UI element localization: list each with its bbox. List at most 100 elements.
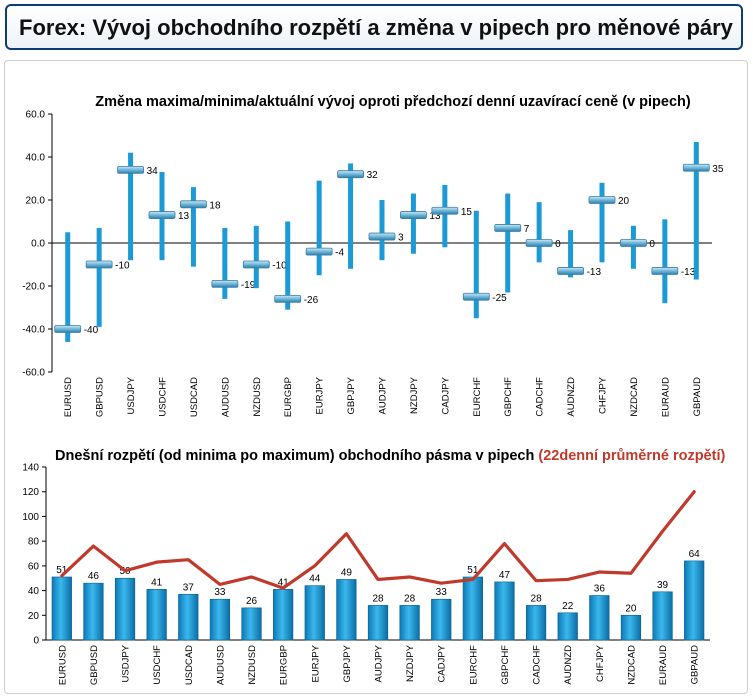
chart1-category-label: GBPAUD [692, 377, 703, 417]
chart1-category-label: CHFJPY [598, 376, 609, 414]
chart1-category-label: AUDUSD [220, 377, 231, 417]
chart2-bar [241, 607, 262, 641]
chart1-range-bar [662, 219, 668, 304]
chart1-range-bar [505, 193, 511, 293]
chart1-data-label: 0 [649, 239, 655, 250]
chart1-range-bar [568, 230, 574, 278]
chart2-category-label: EURGBP [279, 645, 290, 685]
chart2-bar [620, 614, 642, 641]
chart2-y-tick-label: 140 [22, 463, 39, 474]
chart2-bar [304, 585, 325, 641]
chart1-data-label: 20 [618, 196, 630, 207]
chart2-y-tick-label: 120 [22, 487, 39, 498]
chart2-data-label: 46 [88, 571, 100, 582]
chart2-category-label: CADCHF [532, 645, 543, 685]
chart2-category-label: GBPJPY [342, 644, 353, 682]
chart1-range-bar [348, 163, 354, 269]
chart2-bar [399, 605, 420, 641]
chart1-current-marker [242, 260, 270, 269]
chart1-current-marker [588, 196, 616, 204]
chart1-y-tick-label: 20.0 [26, 196, 46, 207]
chart1-range-bar [536, 202, 542, 263]
chart2-data-label: 26 [246, 596, 258, 607]
chart2-y-tick-label: 100 [22, 512, 39, 523]
chart2-category-label: EURAUD [658, 645, 669, 685]
chart2-title-red-text: (22denní průměrné rozpětí) [538, 448, 725, 464]
chart1-current-marker [620, 239, 647, 247]
chart1-category-label: GBPJPY [346, 376, 357, 414]
chart2-category-label: AUDNZD [563, 645, 574, 685]
chart1-range-bar [473, 210, 479, 319]
chart2-category-label: NZDCAD [626, 645, 637, 685]
chart1-title: Změna maxima/minima/aktuální vývoj oprot… [95, 94, 691, 110]
chart1-range-bar [285, 221, 291, 310]
page-title: Forex: Vývoj obchodního rozpětí a změna … [19, 15, 733, 40]
chart2-data-label: 47 [499, 570, 511, 581]
chart2-bar [114, 577, 136, 641]
chart2-data-label: 20 [625, 603, 637, 614]
chart1-category-label: NZDJPY [409, 376, 420, 414]
chart1-category-label: NZDUSD [252, 377, 263, 417]
chart1-y-tick-label: -20.0 [22, 282, 45, 293]
chart1-data-label: 13 [178, 211, 190, 222]
chart2-bar [652, 591, 673, 641]
chart1-plot: 60.040.020.00.0-20.0-40.0-60.0-40EURUSD-… [22, 110, 724, 418]
chart1-range-bar [316, 180, 322, 276]
chart1-data-label: 7 [524, 224, 530, 235]
chart2-bar [83, 582, 104, 641]
chart1-current-marker [400, 211, 427, 219]
chart2-data-label: 51 [56, 565, 68, 576]
chart1-data-label: -4 [335, 248, 344, 259]
chart1-category-label: EURJPY [315, 376, 326, 414]
chart2-bar [51, 576, 72, 641]
chart2-bar [462, 576, 483, 641]
chart1-data-label: -13 [587, 267, 602, 278]
chart1-current-marker [431, 206, 459, 215]
chart1-y-tick-label: -60.0 [22, 368, 45, 379]
chart1-category-label: GBPCHF [503, 377, 514, 417]
chart1-y-tick-label: 40.0 [26, 153, 46, 164]
chart1-category-label: CADJPY [440, 376, 451, 414]
chart2-category-label: USDJPY [121, 644, 132, 682]
chart1-data-label: 32 [367, 170, 379, 181]
chart1-current-marker [305, 247, 333, 256]
chart1-category-label: USDCAD [189, 377, 200, 417]
chart2-bar [431, 598, 452, 641]
chart2-data-label: 28 [531, 593, 543, 604]
chart2-bar [557, 612, 578, 641]
chart1-category-label: CADCHF [535, 377, 546, 417]
chart1-category-label: EURAUD [660, 377, 671, 417]
chart1-current-marker [274, 294, 302, 303]
chart1-current-marker [525, 239, 553, 247]
chart1-y-tick-label: 60.0 [26, 110, 46, 121]
chart1-category-label: NZDCAD [629, 377, 640, 417]
chart1-data-label: -26 [304, 295, 319, 306]
chart2-category-label: AUDJPY [374, 644, 385, 682]
chart1-current-marker [494, 224, 522, 232]
chart1-category-label: AUDJPY [378, 376, 389, 414]
chart1-data-label: -19 [241, 280, 256, 291]
chart2-data-label: 28 [404, 593, 416, 604]
chart1-data-label: 15 [461, 207, 473, 218]
chart1-range-bar [190, 187, 196, 267]
chart1-category-label: USDCHF [158, 377, 169, 417]
chart2-data-label: 37 [183, 582, 195, 593]
chart2-bar [494, 581, 515, 641]
chart1-range-bar [96, 227, 102, 327]
chart1-current-marker [85, 260, 113, 269]
chart1-range-bar [65, 232, 71, 342]
chart2-data-label: 51 [467, 565, 479, 576]
chart2-data-label: 44 [309, 574, 321, 585]
chart1-data-label: 18 [209, 200, 221, 211]
chart1-current-marker [180, 200, 207, 209]
chart1-data-label: -10 [115, 261, 130, 272]
chart1-data-label: 0 [555, 239, 561, 250]
header-bar: Forex: Vývoj obchodního rozpětí a změna … [5, 4, 743, 50]
chart2-bar [146, 589, 167, 641]
chart2-bar [684, 560, 705, 641]
chart2-category-label: GBPAUD [690, 645, 701, 685]
chart2-category-label: NZDUSD [247, 645, 258, 685]
chart1-current-marker [462, 292, 490, 301]
chart2-category-label: EURCHF [468, 645, 479, 685]
